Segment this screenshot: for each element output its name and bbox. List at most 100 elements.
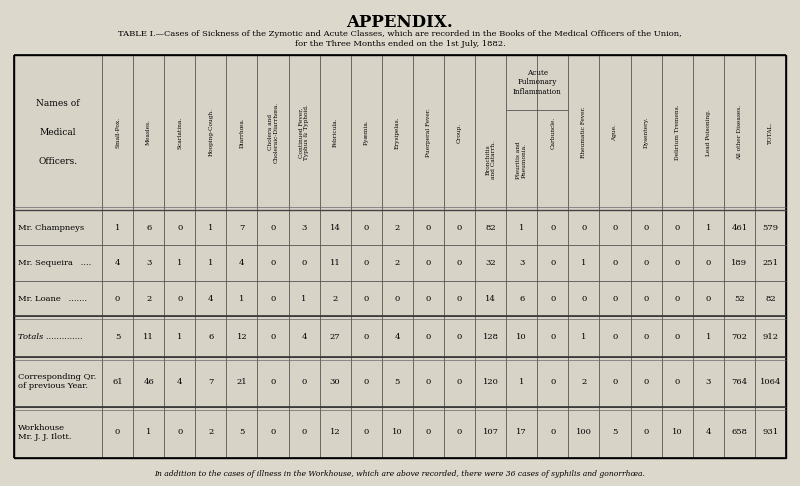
Text: 702: 702 [731,332,747,341]
Text: 82: 82 [486,224,496,232]
Text: 5: 5 [394,378,400,386]
Text: 11: 11 [143,332,154,341]
Text: 1: 1 [177,259,182,267]
Text: 0: 0 [426,428,431,436]
Text: 128: 128 [482,332,498,341]
Text: Corresponding Qr.
of previous Year.: Corresponding Qr. of previous Year. [18,373,96,390]
Text: 0: 0 [457,428,462,436]
Text: Delirium Tremens.: Delirium Tremens. [674,105,680,160]
Text: 0: 0 [457,224,462,232]
Text: 1: 1 [706,224,711,232]
Text: 3: 3 [519,259,525,267]
Text: 5: 5 [115,332,120,341]
Text: 2: 2 [582,378,586,386]
Text: Dysentery.: Dysentery. [643,117,649,148]
Text: Mr. Sequeira   ....: Mr. Sequeira .... [18,259,91,267]
Text: Acute
Pulmonary
Inflammation: Acute Pulmonary Inflammation [513,69,562,96]
Text: 579: 579 [762,224,778,232]
Text: 4: 4 [706,428,711,436]
Text: 0: 0 [550,295,555,303]
Text: 0: 0 [706,295,711,303]
Text: Pleuritis and
Pneumonia.: Pleuritis and Pneumonia. [516,141,527,179]
Text: 0: 0 [302,378,306,386]
Text: APPENDIX.: APPENDIX. [346,14,454,31]
Text: 0: 0 [550,428,555,436]
Text: Ague.: Ague. [613,124,618,141]
Text: 0: 0 [177,295,182,303]
Text: 120: 120 [482,378,498,386]
Text: Croup.: Croup. [457,122,462,142]
Text: 0: 0 [302,428,306,436]
Text: 1: 1 [519,224,525,232]
Text: 3: 3 [146,259,151,267]
Text: 10: 10 [392,428,402,436]
Text: 4: 4 [239,259,245,267]
Text: 4: 4 [114,259,120,267]
Text: 2: 2 [208,428,214,436]
Text: 0: 0 [364,428,369,436]
Text: 0: 0 [115,295,120,303]
Text: 0: 0 [706,259,711,267]
Text: 4: 4 [394,332,400,341]
Text: Totals ..............: Totals .............. [18,332,82,341]
Text: 5: 5 [612,428,618,436]
Text: Mr. Loane   .......: Mr. Loane ....... [18,295,87,303]
Text: 0: 0 [550,259,555,267]
Text: 0: 0 [270,259,276,267]
Text: 0: 0 [643,224,649,232]
Text: Measles.: Measles. [146,120,151,145]
Text: 1: 1 [146,428,151,436]
Text: TOTAL.: TOTAL. [768,122,773,144]
Text: 912: 912 [762,332,778,341]
Text: Bronchitis
and Catarrh.: Bronchitis and Catarrh. [486,141,496,179]
Text: 0: 0 [302,259,306,267]
Text: 6: 6 [519,295,524,303]
Text: 82: 82 [765,295,776,303]
Text: 0: 0 [674,332,680,341]
Text: 107: 107 [482,428,498,436]
Text: 0: 0 [364,259,369,267]
Text: 0: 0 [426,332,431,341]
Text: 0: 0 [270,224,276,232]
Text: 11: 11 [330,259,341,267]
Text: 0: 0 [457,378,462,386]
Text: 0: 0 [612,332,618,341]
Text: Hooping-Cough.: Hooping-Cough. [208,108,214,156]
Text: 0: 0 [612,295,618,303]
Text: In addition to the cases of illness in the Workhouse, which are above recorded, : In addition to the cases of illness in t… [154,470,646,478]
Text: 12: 12 [330,428,341,436]
Text: 0: 0 [612,259,618,267]
Text: 100: 100 [576,428,592,436]
Text: 0: 0 [643,295,649,303]
Text: 764: 764 [731,378,747,386]
Text: 14: 14 [330,224,341,232]
Text: 0: 0 [270,332,276,341]
Text: for the Three Months ended on the 1st July, 1882.: for the Three Months ended on the 1st Ju… [294,40,506,48]
Text: 251: 251 [762,259,778,267]
Text: 3: 3 [302,224,306,232]
Text: 0: 0 [426,295,431,303]
Text: 4: 4 [302,332,307,341]
Text: 0: 0 [612,224,618,232]
Text: Febricula.: Febricula. [333,118,338,147]
Text: Lead Poisoning.: Lead Poisoning. [706,109,710,156]
Text: 0: 0 [394,295,400,303]
Text: 0: 0 [115,428,120,436]
Text: 1064: 1064 [760,378,781,386]
Text: 0: 0 [457,295,462,303]
Text: 0: 0 [643,428,649,436]
Text: 0: 0 [582,295,586,303]
Text: All other Diseases.: All other Diseases. [737,105,742,160]
Text: 0: 0 [426,259,431,267]
Text: 0: 0 [643,332,649,341]
Text: 0: 0 [364,224,369,232]
Text: 7: 7 [239,224,245,232]
Text: 0: 0 [177,224,182,232]
Text: Mr. Champneys: Mr. Champneys [18,224,84,232]
Text: 1: 1 [177,332,182,341]
Bar [14,55,786,458]
Text: Workhouse
Mr. J. J. Ilott.: Workhouse Mr. J. J. Ilott. [18,424,71,441]
Text: Carbuncle.: Carbuncle. [550,116,555,149]
Text: Scarlatina.: Scarlatina. [178,116,182,149]
Text: 0: 0 [674,295,680,303]
